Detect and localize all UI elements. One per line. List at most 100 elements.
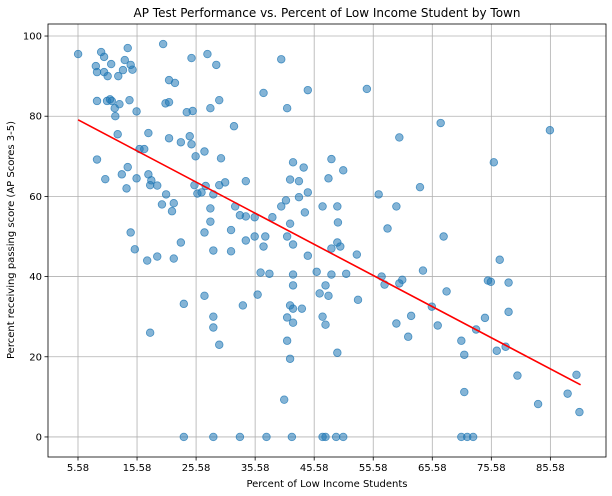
data-point xyxy=(327,244,336,253)
x-axis-label: Percent of Low Income Students xyxy=(246,479,407,490)
data-point xyxy=(352,250,362,259)
data-point xyxy=(125,95,134,105)
data-point xyxy=(140,144,149,154)
data-point xyxy=(185,132,194,141)
data-point xyxy=(460,387,469,397)
x-tick-label: 35.58 xyxy=(241,463,270,474)
data-point xyxy=(107,96,116,106)
data-point xyxy=(383,224,392,233)
data-point xyxy=(229,122,239,131)
data-point xyxy=(468,432,478,442)
data-point xyxy=(297,304,307,313)
data-point xyxy=(123,43,132,53)
data-point xyxy=(563,389,572,398)
data-point xyxy=(187,53,196,63)
data-point xyxy=(504,307,513,317)
x-tick-label: 25.58 xyxy=(182,463,211,474)
data-point xyxy=(191,152,200,161)
data-point xyxy=(268,213,277,222)
y-tick-label: 20 xyxy=(29,352,42,363)
data-point xyxy=(336,242,345,251)
data-point xyxy=(101,174,110,184)
y-tick-label: 80 xyxy=(29,112,42,123)
data-point xyxy=(439,232,448,241)
data-point xyxy=(144,128,153,138)
data-point xyxy=(321,432,330,442)
data-point xyxy=(457,336,466,345)
data-point xyxy=(277,55,286,64)
x-tick-label: 15.58 xyxy=(123,463,152,474)
x-tick-label: 85.58 xyxy=(536,463,565,474)
data-point xyxy=(294,176,304,186)
data-point xyxy=(395,133,404,142)
data-point xyxy=(299,163,308,172)
data-point xyxy=(392,319,401,328)
data-point xyxy=(265,269,274,278)
data-point xyxy=(161,190,171,199)
data-point xyxy=(215,95,224,105)
data-point xyxy=(392,202,401,211)
data-point xyxy=(288,240,298,249)
data-point xyxy=(142,256,152,265)
data-point xyxy=(215,340,224,349)
data-point xyxy=(200,291,209,301)
regression-line xyxy=(77,119,581,386)
data-point xyxy=(353,295,363,305)
data-point xyxy=(362,84,372,94)
data-point xyxy=(294,192,304,202)
data-point xyxy=(415,182,425,192)
data-point xyxy=(132,107,141,116)
data-point xyxy=(253,290,262,299)
data-point xyxy=(238,301,248,310)
data-point xyxy=(92,67,102,77)
data-point xyxy=(164,134,174,143)
data-point xyxy=(209,432,218,442)
data-point xyxy=(167,207,177,216)
data-point xyxy=(226,247,236,256)
data-point xyxy=(92,155,102,164)
data-point xyxy=(285,175,295,184)
x-tick-label: 75.58 xyxy=(477,463,506,474)
data-point xyxy=(341,269,351,278)
data-point xyxy=(572,370,581,380)
data-point xyxy=(442,287,451,296)
data-point xyxy=(259,88,268,98)
y-axis-label: Percent receiving passing score (AP Scor… xyxy=(6,121,17,359)
data-point xyxy=(110,103,119,113)
data-point xyxy=(315,289,324,298)
data-point xyxy=(132,174,141,183)
data-point xyxy=(122,184,131,193)
data-point xyxy=(200,147,209,156)
data-point xyxy=(495,255,504,264)
data-point xyxy=(209,246,218,255)
data-point xyxy=(285,354,295,363)
grid-lines xyxy=(48,24,606,457)
y-tick-label: 40 xyxy=(29,272,42,283)
data-point xyxy=(153,181,162,190)
data-point xyxy=(99,52,109,62)
chart-title: AP Test Performance vs. Percent of Low I… xyxy=(134,6,521,20)
data-point xyxy=(285,219,295,228)
data-point xyxy=(331,432,341,442)
data-point xyxy=(200,228,209,237)
data-point xyxy=(193,189,202,198)
data-point xyxy=(111,112,120,121)
data-point xyxy=(170,78,180,88)
data-point xyxy=(128,65,137,74)
data-point xyxy=(406,311,416,321)
data-point xyxy=(321,281,330,290)
data-point xyxy=(220,178,230,187)
data-point xyxy=(145,180,155,190)
data-point xyxy=(262,432,271,442)
data-point xyxy=(327,154,336,164)
data-point xyxy=(73,49,83,59)
data-point xyxy=(113,130,122,139)
data-point xyxy=(117,170,127,179)
data-point xyxy=(206,204,215,213)
data-point xyxy=(241,212,251,221)
data-point xyxy=(153,252,162,261)
data-point xyxy=(259,242,268,251)
data-point xyxy=(209,312,218,321)
